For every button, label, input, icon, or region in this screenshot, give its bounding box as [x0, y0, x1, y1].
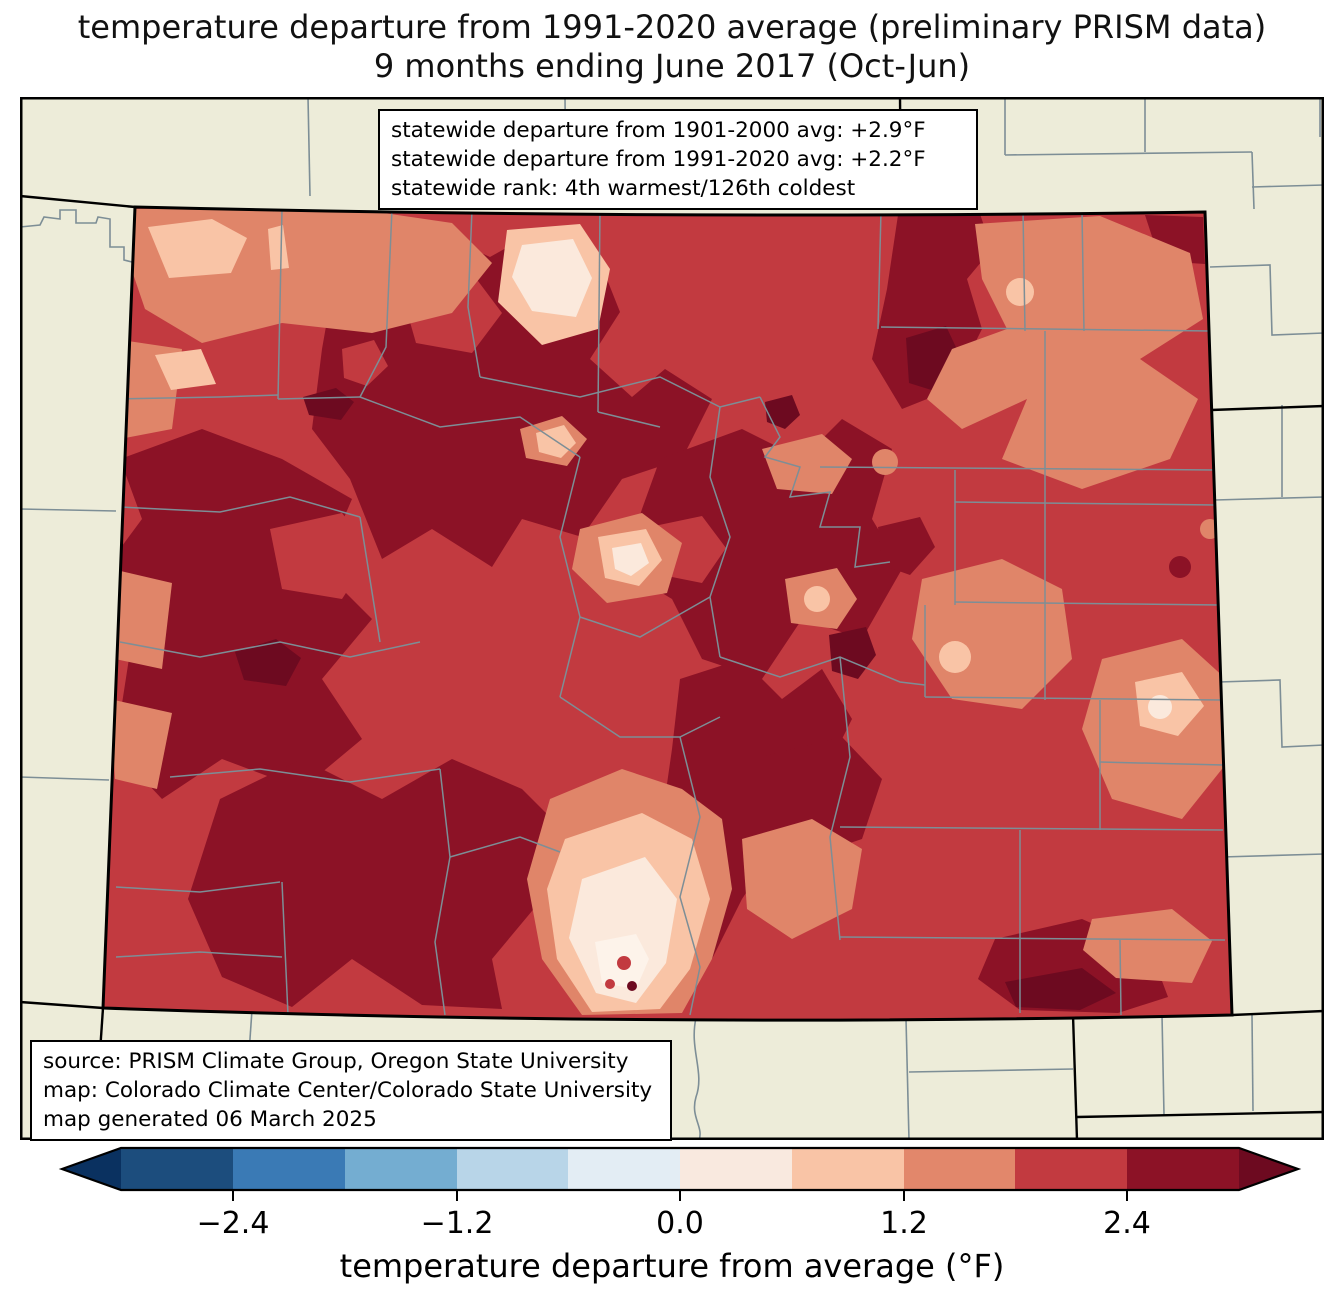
- svg-text:1.2: 1.2: [880, 1206, 928, 1241]
- stats-line-1: statewide departure from 1901-2000 avg: …: [391, 118, 926, 143]
- colorbar-under-arrow: [62, 1148, 121, 1190]
- svg-text:0.0: 0.0: [656, 1206, 704, 1241]
- stats-line-2: statewide departure from 1991-2020 avg: …: [391, 147, 926, 172]
- colorado-fill: [103, 207, 1232, 1021]
- neighbor-county-lines: [19, 96, 1325, 1141]
- colorbar-tick-labels: −2.4 −1.2 0.0 1.2 2.4: [197, 1206, 1151, 1241]
- title-line-2: 9 months ending June 2017 (Oct-Jun): [373, 47, 971, 85]
- colorbar: −2.4 −1.2 0.0 1.2 2.4 temperature depart…: [0, 1142, 1344, 1299]
- source-line-2: map: Colorado Climate Center/Colorado St…: [43, 1078, 653, 1103]
- source-line-1: source: PRISM Climate Group, Oregon Stat…: [43, 1049, 629, 1074]
- map-area: [19, 96, 1325, 1141]
- svg-text:−2.4: −2.4: [197, 1206, 270, 1241]
- figure-title: temperature departure from 1991-2020 ave…: [0, 8, 1344, 86]
- colorbar-over-arrow: [1239, 1148, 1298, 1190]
- colorbar-ticks: [232, 1190, 1128, 1201]
- colorado-map-svg: [19, 96, 1325, 1141]
- colorbar-outline: [58, 1146, 1302, 1192]
- colorbar-axis-label: temperature departure from average (°F): [340, 1247, 1005, 1285]
- source-line-3: map generated 06 March 2025: [43, 1107, 377, 1132]
- map-frame: [20, 97, 1324, 1140]
- stats-line-3: statewide rank: 4th warmest/126th coldes…: [391, 176, 856, 201]
- colorbar-segments: [62, 1148, 1298, 1190]
- colorado-state-border: [101, 205, 1234, 1022]
- svg-text:2.4: 2.4: [1103, 1206, 1151, 1241]
- colorbar-svg: −2.4 −1.2 0.0 1.2 2.4 temperature depart…: [58, 1146, 1302, 1285]
- contour-valley-specks: [605, 956, 637, 991]
- source-credit-box: source: PRISM Climate Group, Oregon Stat…: [30, 1040, 672, 1141]
- contour-pale: [512, 239, 1172, 1003]
- statewide-stats-box: statewide departure from 1901-2000 avg: …: [378, 109, 978, 210]
- svg-text:−1.2: −1.2: [421, 1206, 494, 1241]
- colorado-county-lines: [115, 208, 1226, 1016]
- title-line-1: temperature departure from 1991-2020 ave…: [77, 8, 1267, 46]
